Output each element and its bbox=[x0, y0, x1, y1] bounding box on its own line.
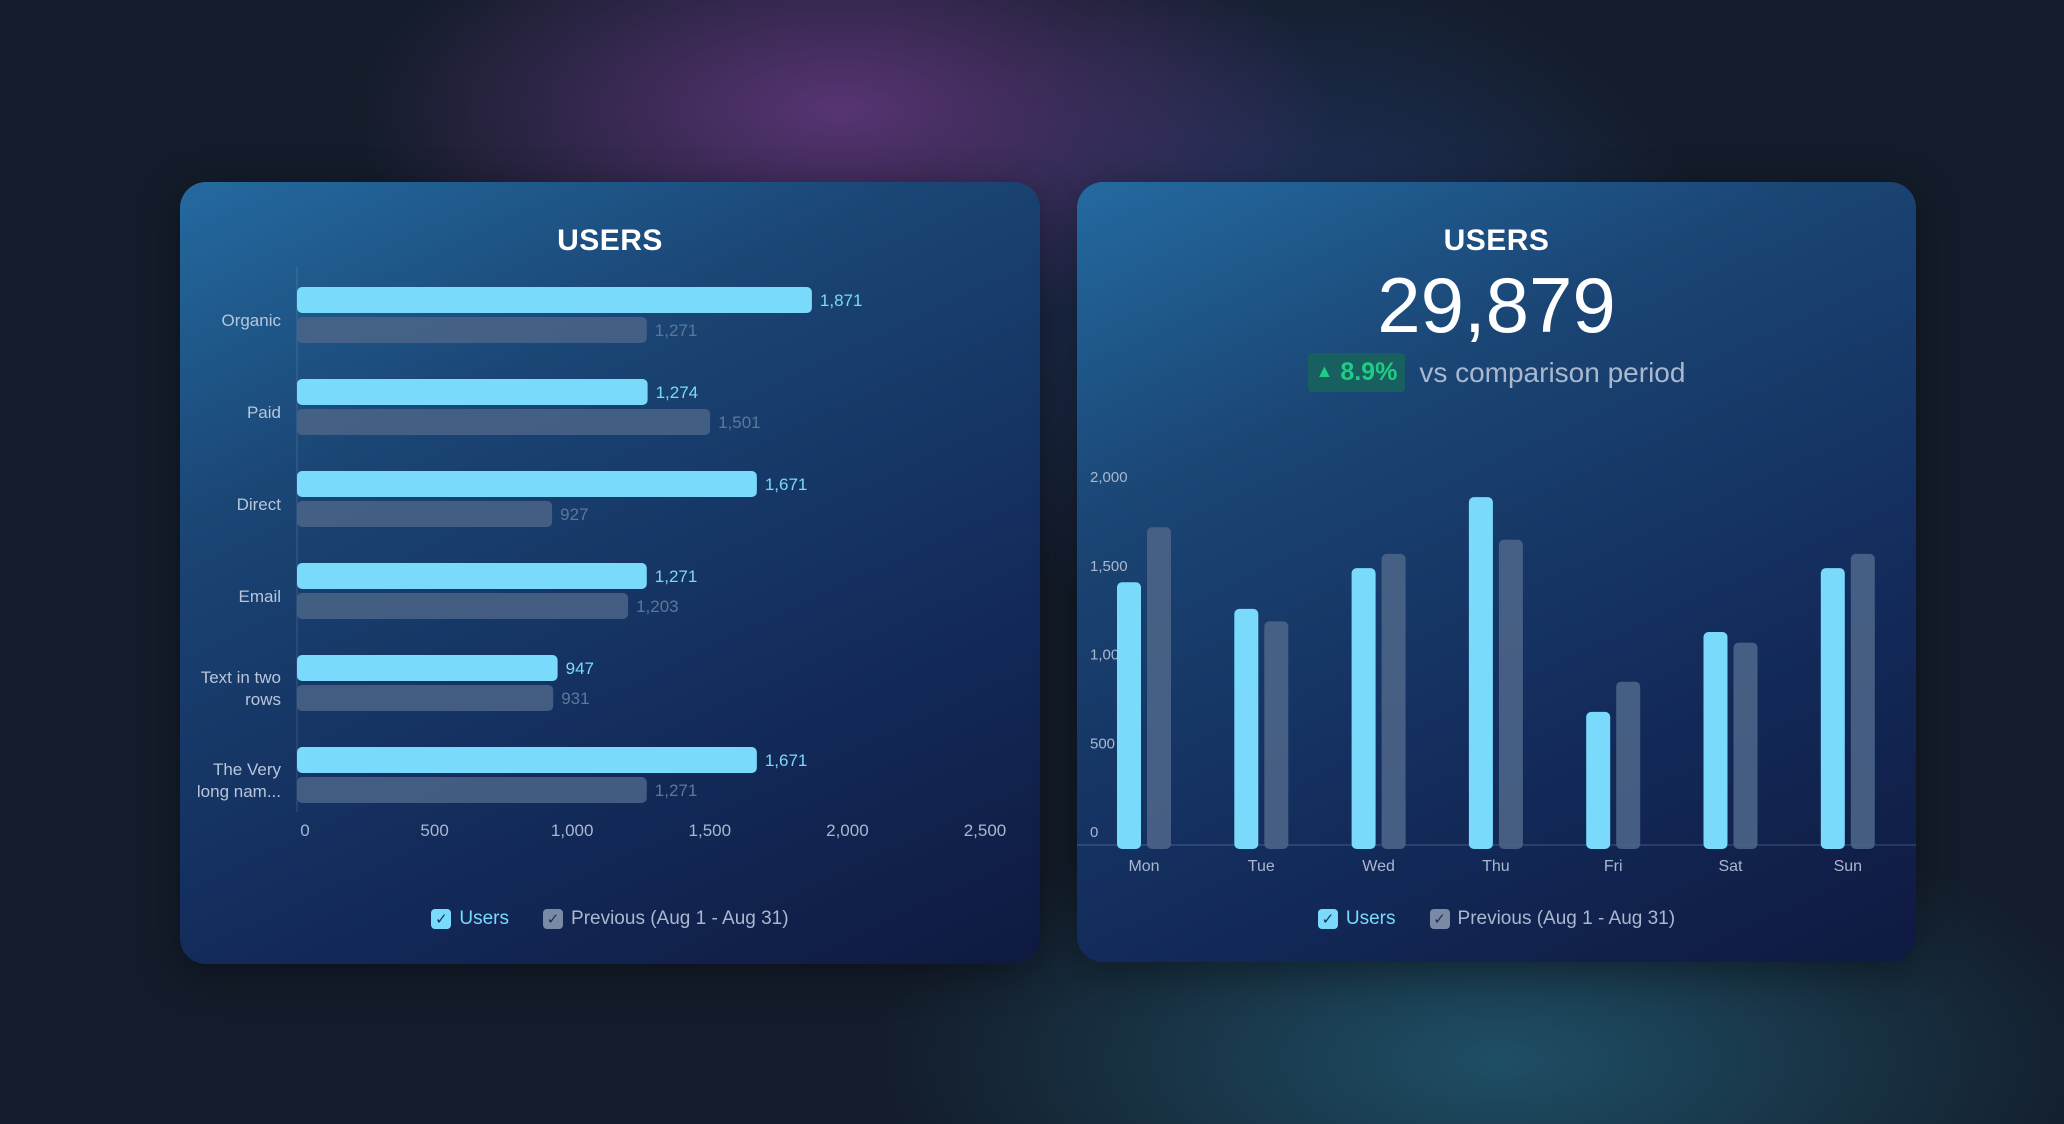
x-tick-label: Tue bbox=[1248, 858, 1275, 875]
category-label: Direct bbox=[237, 495, 282, 514]
checkbox-checked-icon[interactable]: ✓ bbox=[543, 909, 564, 929]
legend-label: Previous (Aug 1 - Aug 31) bbox=[571, 908, 789, 929]
users-bar bbox=[297, 287, 812, 313]
x-tick-label: 0 bbox=[300, 821, 309, 840]
horizontal-bar-chart-card: USERS Organic 1,871 1,271 Paid 1,274 1,501 Dir… bbox=[180, 182, 1040, 964]
y-tick-label: 2,000 bbox=[1090, 469, 1128, 486]
users-bar bbox=[297, 563, 647, 589]
comparison: ▲ 8.9% vs comparison period bbox=[1077, 353, 1916, 392]
previous-bar bbox=[297, 409, 711, 435]
x-tick-label: Wed bbox=[1362, 858, 1395, 875]
bar-value-label: 1,271 bbox=[655, 321, 698, 340]
category-label: Text in two bbox=[201, 668, 281, 687]
checkbox-checked-icon[interactable]: ✓ bbox=[1317, 909, 1338, 929]
legend-users[interactable]: ✓ Users bbox=[1317, 908, 1396, 930]
legend-label: Users bbox=[1345, 908, 1396, 929]
x-tick-label: 2,500 bbox=[964, 821, 1007, 840]
category-label: Paid bbox=[247, 403, 281, 422]
previous-bar bbox=[1147, 527, 1171, 849]
previous-bar bbox=[297, 593, 629, 619]
bar-value-label: 1,501 bbox=[718, 413, 761, 432]
triangle-up-icon: ▲ bbox=[1315, 361, 1334, 381]
bar-value-label: 1,274 bbox=[656, 383, 699, 402]
users-bar bbox=[297, 655, 558, 681]
previous-bar bbox=[297, 685, 554, 711]
bar-value-label: 927 bbox=[560, 505, 588, 524]
x-tick-label: 500 bbox=[420, 821, 448, 840]
y-tick-label: 1,500 bbox=[1090, 558, 1128, 575]
legend-previous[interactable]: ✓ Previous (Aug 1 - Aug 31) bbox=[1429, 908, 1676, 930]
x-tick-label: Mon bbox=[1128, 858, 1159, 875]
previous-bar bbox=[1264, 621, 1289, 849]
bar-value-label: 947 bbox=[566, 659, 594, 678]
y-tick-label: 0 bbox=[1090, 824, 1098, 841]
x-tick-label: 2,000 bbox=[826, 821, 869, 840]
previous-bar bbox=[297, 777, 647, 803]
users-bar bbox=[297, 379, 648, 405]
change-value: 8.9% bbox=[1340, 358, 1398, 386]
bar-value-label: 1,671 bbox=[765, 475, 808, 494]
vertical-bar-chart-card: USERS 29,879 ▲ 8.9% vs comparison period… bbox=[1077, 182, 1916, 962]
bar-value-label: 1,271 bbox=[655, 781, 698, 800]
chart-title: USERS bbox=[1443, 224, 1550, 257]
legend: ✓ Users ✓ Previous (Aug 1 - Aug 31) bbox=[1077, 908, 1916, 930]
users-bar bbox=[1703, 632, 1728, 849]
previous-bar bbox=[1498, 539, 1523, 849]
legend: ✓ Users ✓ Previous (Aug 1 - Aug 31) bbox=[180, 908, 1040, 930]
legend-label: Previous (Aug 1 - Aug 31) bbox=[1457, 908, 1676, 929]
bar-value-label: 1,203 bbox=[636, 597, 679, 616]
previous-bar bbox=[297, 317, 647, 343]
category-label: The Very bbox=[213, 760, 282, 779]
previous-bar bbox=[297, 501, 553, 527]
users-bar bbox=[297, 747, 757, 773]
bar-value-label: 1,671 bbox=[765, 751, 808, 770]
total-value: 29,879 bbox=[1377, 261, 1616, 349]
x-tick-label: 1,500 bbox=[689, 821, 732, 840]
x-tick-label: Sun bbox=[1834, 858, 1862, 875]
users-bar bbox=[1468, 497, 1493, 849]
legend-users[interactable]: ✓ Users bbox=[431, 908, 509, 930]
bar-value-label: 1,271 bbox=[655, 567, 698, 586]
bar-value-label: 931 bbox=[561, 689, 589, 708]
previous-bar bbox=[1733, 642, 1758, 849]
users-bar bbox=[1117, 582, 1141, 849]
x-tick-label: Fri bbox=[1604, 858, 1623, 875]
users-bar bbox=[1351, 568, 1376, 849]
checkbox-checked-icon[interactable]: ✓ bbox=[431, 909, 452, 929]
users-bar bbox=[1586, 711, 1611, 849]
change-badge: ▲ 8.9% bbox=[1307, 353, 1406, 392]
chart-title: USERS bbox=[557, 224, 663, 257]
x-tick-label: Sat bbox=[1718, 858, 1743, 875]
checkbox-checked-icon[interactable]: ✓ bbox=[1429, 909, 1450, 929]
x-tick-label: Thu bbox=[1482, 858, 1510, 875]
legend-previous[interactable]: ✓ Previous (Aug 1 - Aug 31) bbox=[543, 908, 789, 930]
x-tick-label: 1,000 bbox=[551, 821, 594, 840]
previous-bar bbox=[1850, 553, 1875, 849]
previous-bar bbox=[1381, 553, 1406, 849]
bar-value-label: 1,871 bbox=[820, 291, 863, 310]
category-label: Organic bbox=[221, 311, 281, 330]
users-bar bbox=[1820, 568, 1845, 849]
previous-bar bbox=[1616, 681, 1641, 849]
users-bar bbox=[297, 471, 757, 497]
legend-label: Users bbox=[459, 908, 510, 929]
category-label: Email bbox=[238, 587, 281, 606]
category-label: rows bbox=[245, 690, 281, 709]
horizontal-bar-chart: Organic 1,871 1,271 Paid 1,274 1,501 Direct 1,6… bbox=[197, 267, 1007, 840]
comparison-text: vs comparison period bbox=[1419, 356, 1686, 388]
users-bar bbox=[1234, 608, 1259, 849]
category-label: long nam... bbox=[197, 782, 281, 801]
y-tick-label: 500 bbox=[1090, 735, 1115, 752]
